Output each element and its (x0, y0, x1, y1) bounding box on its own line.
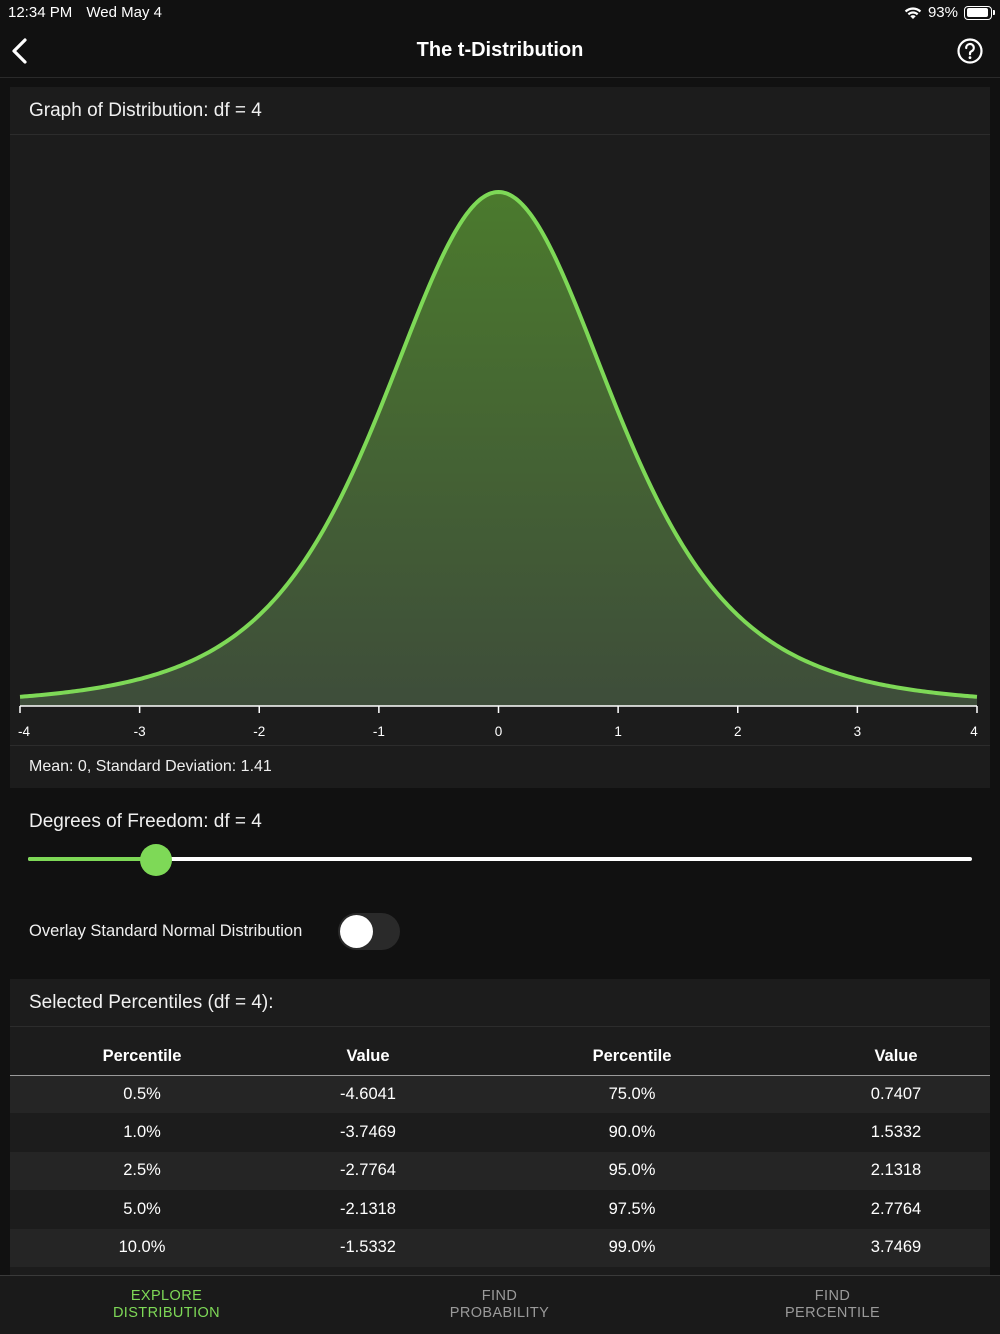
table-row: 5.0% -2.1318 97.5% 2.7764 (10, 1190, 990, 1229)
x-tick-label: -1 (373, 724, 385, 739)
tab-explore-distribution[interactable]: EXPLORE DISTRIBUTION (0, 1288, 333, 1322)
table-cell: -2.1318 (274, 1190, 462, 1229)
chevron-left-icon (12, 38, 27, 64)
overlay-row: Overlay Standard Normal Distribution (29, 912, 429, 952)
percentiles-header: Selected Percentiles (df = 4): (10, 979, 990, 1027)
table-cell: 2.5% (10, 1151, 274, 1191)
table-cell: -1.5332 (274, 1228, 462, 1267)
page-title: The t-Distribution (416, 39, 584, 61)
status-bar: 12:34 PM Wed May 4 93% (0, 0, 1000, 26)
table-cell: 2.7764 (802, 1190, 990, 1229)
tab-label-line1: FIND (814, 1288, 851, 1304)
slider-fill (28, 857, 157, 861)
battery-icon (964, 5, 995, 20)
overlay-label: Overlay Standard Normal Distribution (29, 922, 303, 940)
tab-label-line2: DISTRIBUTION (112, 1305, 221, 1321)
table-cell: 3.7469 (802, 1228, 990, 1267)
table-cell: 99.0% (462, 1228, 802, 1267)
table-cell: 90.0% (462, 1113, 802, 1152)
distribution-curve (19, 190, 978, 699)
table-row: 1.0% -3.7469 90.0% 1.5332 (10, 1113, 990, 1152)
column-header: Percentile (10, 1038, 274, 1076)
battery-level (966, 8, 988, 17)
tab-label-line1: FIND (481, 1288, 518, 1304)
table-cell: -2.7764 (274, 1151, 462, 1191)
status-right: 93% (904, 4, 995, 21)
table-cell: 0.5% (10, 1075, 274, 1114)
x-tick-label: 3 (854, 724, 862, 739)
slider-track (28, 857, 972, 861)
column-header: Value (802, 1038, 990, 1076)
table-cell: -3.7469 (274, 1113, 462, 1152)
distribution-area (20, 192, 977, 706)
table-cell: 2.1318 (802, 1151, 990, 1191)
percentiles-table: Percentile Value Percentile Value 0.5% -… (10, 1038, 990, 1267)
back-button[interactable] (8, 36, 34, 66)
table-cell: 95.0% (462, 1151, 802, 1191)
table-row: 10.0% -1.5332 99.0% 3.7469 (10, 1228, 990, 1267)
table-row: 0.5% -4.6041 75.0% 0.7407 (10, 1075, 990, 1114)
table-row: 2.5% -2.7764 95.0% 2.1318 (10, 1151, 990, 1191)
x-tick-label: -3 (134, 724, 146, 739)
tab-find-probability[interactable]: FIND PROBABILITY (333, 1288, 666, 1322)
percentiles-card: Selected Percentiles (df = 4): Percentil… (10, 979, 990, 1275)
tab-label-line2: PERCENTILE (784, 1305, 881, 1321)
table-cell: 75.0% (462, 1075, 802, 1114)
graph-summary: Mean: 0, Standard Deviation: 1.41 (10, 745, 990, 788)
slider-thumb[interactable] (140, 844, 173, 876)
chart-svg: -4 -3 -2 -1 0 1 2 3 4 (18, 190, 978, 739)
help-button[interactable] (956, 37, 984, 65)
question-circle-icon (957, 38, 983, 64)
tab-label-line1: EXPLORE (130, 1288, 203, 1304)
distribution-chart: -4 -3 -2 -1 0 1 2 3 4 (10, 135, 990, 745)
df-slider[interactable] (28, 844, 972, 876)
x-tick-label: 4 (970, 724, 978, 739)
column-header: Value (274, 1038, 462, 1076)
table-cell: 10.0% (10, 1228, 274, 1267)
table-cell: 0.7407 (802, 1075, 990, 1114)
x-tick-label: -4 (18, 724, 30, 739)
graph-header: Graph of Distribution: df = 4 (10, 87, 990, 135)
battery-percent: 93% (927, 4, 958, 21)
x-tick-label: -2 (253, 724, 265, 739)
table-cell: 5.0% (10, 1190, 274, 1229)
status-date: Wed May 4 (86, 4, 162, 21)
df-label: Degrees of Freedom: df = 4 (29, 811, 262, 832)
x-tick-label: 0 (495, 724, 503, 739)
tab-bar: EXPLORE DISTRIBUTION FIND PROBABILITY FI… (0, 1275, 1000, 1334)
navigation-bar: The t-Distribution (0, 26, 1000, 78)
wifi-icon (904, 6, 922, 19)
distribution-graph-card: Graph of Distribution: df = 4 -4 -3 -2 -1 0 1… (10, 87, 990, 788)
table-header-row: Percentile Value Percentile Value (10, 1038, 990, 1076)
x-tick-label: 1 (614, 724, 622, 739)
table-cell: 1.5332 (802, 1113, 990, 1152)
column-header: Percentile (462, 1038, 802, 1076)
table-cell: 1.0% (10, 1113, 274, 1152)
table-cell: 97.5% (462, 1190, 802, 1229)
status-time: 12:34 PM (8, 4, 73, 21)
tab-find-percentile[interactable]: FIND PERCENTILE (666, 1288, 999, 1322)
overlay-toggle[interactable] (338, 913, 400, 950)
x-tick-label: 2 (734, 724, 742, 739)
table-cell: -4.6041 (274, 1075, 462, 1114)
tab-label-line2: PROBABILITY (449, 1305, 550, 1321)
status-left: 12:34 PM Wed May 4 (8, 4, 172, 21)
toggle-knob (340, 915, 373, 948)
